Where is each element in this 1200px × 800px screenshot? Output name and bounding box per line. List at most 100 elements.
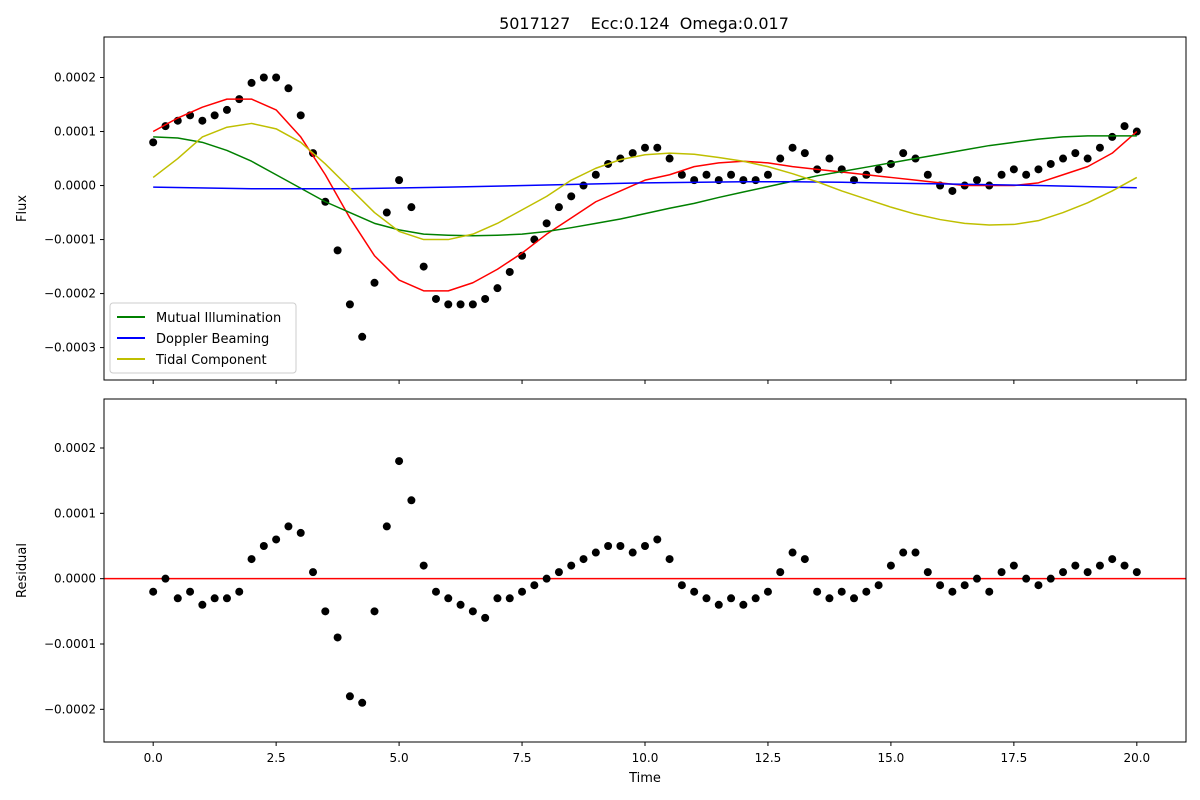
- residual-data-point: [788, 548, 797, 557]
- flux-data-point: [874, 165, 883, 174]
- residual-data-point: [345, 692, 354, 701]
- residual-data-point: [985, 587, 994, 596]
- flux-data-point: [395, 176, 404, 185]
- residual-x-tick-label: 20.0: [1123, 751, 1150, 765]
- residual-data-point: [776, 568, 785, 577]
- flux-y-tick-label: −0.0003: [44, 341, 96, 355]
- residual-data-point: [727, 594, 736, 603]
- flux-data-point: [419, 262, 428, 271]
- legend-label: Tidal Component: [155, 353, 267, 368]
- residual-data-point: [554, 568, 563, 577]
- residual-data-point: [948, 587, 957, 596]
- residual-data-point: [186, 587, 195, 596]
- legend-entry-mutual-illumination: Mutual Illumination: [117, 311, 281, 326]
- residual-data-point: [579, 555, 588, 564]
- residual-data-point: [309, 568, 318, 577]
- residual-data-point: [739, 600, 748, 609]
- residual-data-point: [960, 581, 969, 590]
- residual-data-point: [751, 594, 760, 603]
- flux-data-point: [641, 143, 649, 152]
- flux-data-point: [1083, 154, 1092, 163]
- flux-data-point: [505, 267, 514, 276]
- residual-data-point: [210, 594, 219, 603]
- residual-y-tick-label: 0.0000: [54, 572, 96, 586]
- residual-data-point: [198, 600, 207, 609]
- flux-data-point: [468, 300, 477, 309]
- residual-data-point: [296, 528, 305, 537]
- residual-data-point: [972, 574, 981, 583]
- flux-data-point: [1046, 159, 1055, 168]
- flux-data-point: [210, 111, 219, 120]
- residual-data-point: [1046, 574, 1055, 583]
- residual-data-point: [382, 522, 391, 531]
- flux-data-point: [1022, 170, 1031, 179]
- residual-data-point: [259, 542, 268, 550]
- flux-data-point: [370, 278, 379, 287]
- residual-data-point: [899, 548, 908, 557]
- residual-data-point: [604, 542, 613, 550]
- residual-data-point: [493, 594, 502, 603]
- series-line-doppler-beaming: [153, 181, 1137, 190]
- flux-data-point: [222, 105, 231, 114]
- residual-data-point: [247, 555, 256, 564]
- residual-data-point: [370, 607, 379, 616]
- residual-data-point: [518, 587, 527, 596]
- flux-x-ticks: [152, 380, 1138, 384]
- residual-data-point: [862, 587, 871, 596]
- flux-y-tick-label: −0.0002: [44, 287, 96, 301]
- residual-data-point: [837, 587, 846, 596]
- residual-data-point: [997, 568, 1006, 577]
- residual-data-point: [481, 613, 490, 622]
- series-line-mutual-illumination: [153, 135, 1137, 237]
- residual-x-tick-label: 7.5: [512, 751, 531, 765]
- flux-data-point: [259, 73, 268, 82]
- residual-data-point: [456, 600, 465, 609]
- residual-data-point: [222, 594, 231, 603]
- residual-data-point: [407, 496, 416, 505]
- residual-data-point: [468, 607, 477, 616]
- residual-y-axis-label: Residual: [15, 543, 30, 598]
- residual-data-point: [1132, 568, 1141, 577]
- residual-data-point: [641, 542, 649, 550]
- residual-data-point: [444, 594, 453, 603]
- flux-data-point: [1009, 165, 1018, 174]
- flux-data-point: [776, 154, 785, 163]
- flux-data-point: [149, 138, 158, 147]
- flux-data-point: [542, 219, 551, 228]
- flux-data-point: [739, 176, 748, 185]
- flux-data-point: [296, 111, 305, 120]
- flux-data-point: [763, 170, 772, 179]
- flux-data-point: [345, 300, 354, 309]
- flux-data-point: [591, 170, 600, 179]
- residual-data-point: [923, 568, 932, 577]
- residual-y-ticks: −0.0002 −0.0001 0.0000 0.0001 0.0002: [44, 441, 104, 716]
- residual-x-ticks: 0.0 2.5 5.0 7.5 10.0 12.5 15.0 17.5 20.0: [144, 742, 1150, 765]
- flux-data-point: [382, 208, 391, 217]
- residual-x-tick-label: 2.5: [267, 751, 286, 765]
- flux-data-point: [358, 332, 367, 341]
- flux-panel: −0.0003−0.0002−0.00010.00000.00010.0002 …: [15, 36, 1187, 384]
- residual-data-point: [591, 548, 600, 557]
- flux-data-point: [198, 116, 207, 125]
- flux-plot-area: [149, 73, 1141, 341]
- flux-data-point: [788, 143, 797, 152]
- flux-data-point: [825, 154, 834, 163]
- flux-data-point: [493, 284, 502, 293]
- residual-data-point: [505, 594, 514, 603]
- residual-data-point: [763, 587, 772, 596]
- residual-data-point: [395, 457, 404, 466]
- residual-data-point: [1071, 561, 1080, 570]
- flux-y-tick-label: −0.0001: [44, 233, 96, 247]
- flux-y-tick-label: 0.0001: [54, 125, 96, 139]
- flux-data-point: [1120, 122, 1129, 131]
- flux-data-point: [1059, 154, 1068, 163]
- residual-data-point: [702, 594, 711, 603]
- flux-data-point: [923, 170, 932, 179]
- flux-data-point: [702, 170, 711, 179]
- legend-entry-tidal-component: Tidal Component: [117, 353, 267, 368]
- flux-data-point: [751, 176, 760, 185]
- flux-data-point: [1108, 132, 1117, 141]
- residual-y-tick-label: 0.0002: [54, 441, 96, 455]
